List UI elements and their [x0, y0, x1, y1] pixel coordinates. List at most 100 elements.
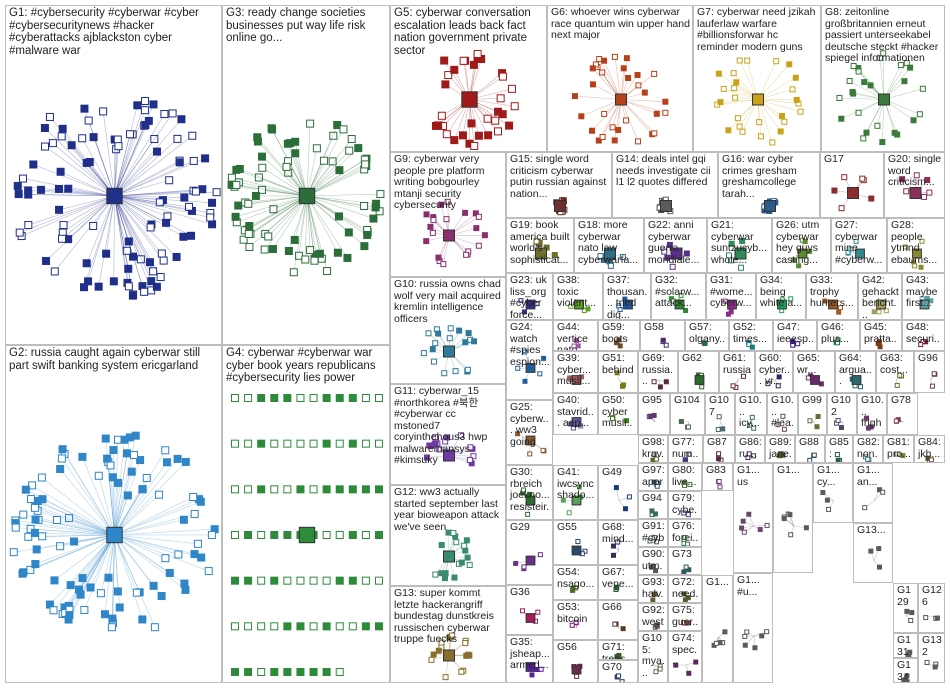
node[interactable] — [685, 541, 691, 546]
group-g27[interactable]: G27: cyberwar mine #cyberw... — [831, 218, 887, 273]
node[interactable] — [521, 487, 527, 493]
node[interactable] — [270, 394, 279, 402]
node[interactable] — [84, 277, 93, 286]
group-g79[interactable]: G79: cybe... — [668, 491, 702, 519]
node[interactable] — [537, 552, 543, 558]
node[interactable] — [746, 342, 752, 348]
node[interactable] — [802, 238, 808, 244]
node[interactable] — [427, 223, 434, 230]
group-g10[interactable]: G10: russia owns chad wolf very mail acq… — [390, 277, 506, 384]
node[interactable] — [420, 350, 427, 357]
node[interactable] — [78, 134, 87, 143]
group-g19[interactable]: G19: book america built world's sophisti… — [506, 218, 574, 273]
node[interactable] — [791, 257, 797, 263]
node[interactable] — [438, 639, 445, 646]
group-g134[interactable]: G134 — [893, 658, 918, 683]
node[interactable] — [32, 545, 41, 554]
node[interactable] — [498, 72, 507, 81]
node[interactable] — [855, 68, 862, 75]
node[interactable] — [423, 211, 430, 218]
node[interactable] — [527, 451, 533, 457]
node[interactable] — [616, 337, 622, 343]
node[interactable] — [333, 121, 342, 130]
node[interactable] — [574, 673, 580, 679]
group-g71[interactable]: G71: treas... — [598, 640, 638, 660]
node[interactable] — [773, 58, 780, 65]
node[interactable] — [244, 622, 253, 631]
hub-node[interactable] — [525, 555, 536, 566]
node[interactable] — [124, 264, 133, 273]
node[interactable] — [138, 615, 147, 624]
node[interactable] — [651, 379, 657, 385]
node[interactable] — [863, 129, 870, 136]
node[interactable] — [244, 199, 253, 208]
node[interactable] — [28, 481, 37, 490]
node[interactable] — [113, 135, 122, 144]
group-g60[interactable]: G60: cyber... vr... — [755, 351, 793, 393]
node[interactable] — [862, 505, 868, 511]
group-g29[interactable]: G29 — [506, 520, 553, 585]
node[interactable] — [912, 263, 918, 269]
group-g103[interactable]: G10... #lea... — [767, 393, 798, 435]
node[interactable] — [465, 330, 472, 337]
node[interactable] — [130, 451, 139, 460]
node[interactable] — [788, 296, 794, 302]
node[interactable] — [569, 622, 575, 628]
group-g50[interactable]: G50: cyber musli... — [598, 393, 638, 435]
node[interactable] — [616, 652, 622, 658]
node[interactable] — [129, 252, 138, 261]
node[interactable] — [94, 471, 103, 480]
node[interactable] — [227, 173, 236, 182]
node[interactable] — [179, 515, 188, 524]
node[interactable] — [335, 394, 344, 402]
node[interactable] — [296, 622, 305, 631]
node[interactable] — [343, 253, 352, 262]
group-g81[interactable]: G81: pro... — [883, 435, 914, 463]
node[interactable] — [522, 378, 528, 384]
node[interactable] — [291, 137, 300, 146]
node[interactable] — [903, 188, 910, 195]
group-g31[interactable]: G31: #wome... cyberw... — [706, 273, 756, 320]
node[interactable] — [778, 451, 784, 457]
group-g30[interactable]: G30: rbreich joekno... resisteir... — [506, 465, 553, 520]
node[interactable] — [41, 142, 50, 151]
node[interactable] — [570, 587, 576, 593]
node[interactable] — [157, 249, 166, 258]
node[interactable] — [610, 416, 616, 422]
node[interactable] — [372, 199, 381, 208]
hub-node[interactable] — [571, 375, 582, 385]
node[interactable] — [900, 453, 906, 459]
node[interactable] — [270, 622, 279, 631]
node[interactable] — [462, 339, 469, 346]
node[interactable] — [652, 591, 658, 597]
node[interactable] — [423, 454, 430, 461]
node[interactable] — [140, 287, 149, 296]
node[interactable] — [494, 127, 503, 136]
hub-node[interactable] — [734, 247, 747, 260]
group-g12[interactable]: G12: ww3 actually started september last… — [390, 485, 506, 586]
node[interactable] — [258, 152, 267, 161]
node[interactable] — [180, 193, 189, 202]
group-g99[interactable]: G99 — [798, 393, 827, 435]
node[interactable] — [189, 493, 198, 502]
node[interactable] — [425, 330, 432, 337]
node[interactable] — [329, 131, 338, 140]
node[interactable] — [651, 130, 658, 137]
node[interactable] — [681, 510, 687, 516]
node[interactable] — [620, 65, 627, 72]
node[interactable] — [375, 439, 383, 448]
hub-node[interactable] — [298, 526, 316, 544]
group-g11[interactable]: G11: cyberwar_15 #northkorea #북한 #cyberw… — [390, 384, 506, 485]
node[interactable] — [283, 668, 292, 676]
hub-node[interactable] — [571, 417, 582, 427]
node[interactable] — [683, 564, 689, 570]
node[interactable] — [649, 508, 655, 514]
node[interactable] — [901, 678, 907, 683]
hub-node[interactable] — [571, 545, 582, 556]
node[interactable] — [824, 497, 830, 503]
node[interactable] — [149, 100, 158, 109]
node[interactable] — [757, 133, 764, 140]
node[interactable] — [715, 70, 722, 77]
group-g70[interactable]: G70 — [598, 660, 638, 683]
node[interactable] — [876, 339, 882, 345]
